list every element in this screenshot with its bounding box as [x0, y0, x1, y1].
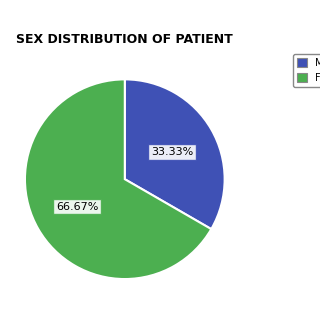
Wedge shape: [125, 79, 225, 229]
Text: 33.33%: 33.33%: [151, 147, 194, 157]
Wedge shape: [25, 79, 211, 279]
Title: SEX DISTRIBUTION OF PATIENT: SEX DISTRIBUTION OF PATIENT: [16, 33, 233, 46]
Legend: MALE, FEMALE: MALE, FEMALE: [293, 54, 320, 87]
Text: 66.67%: 66.67%: [56, 202, 99, 212]
